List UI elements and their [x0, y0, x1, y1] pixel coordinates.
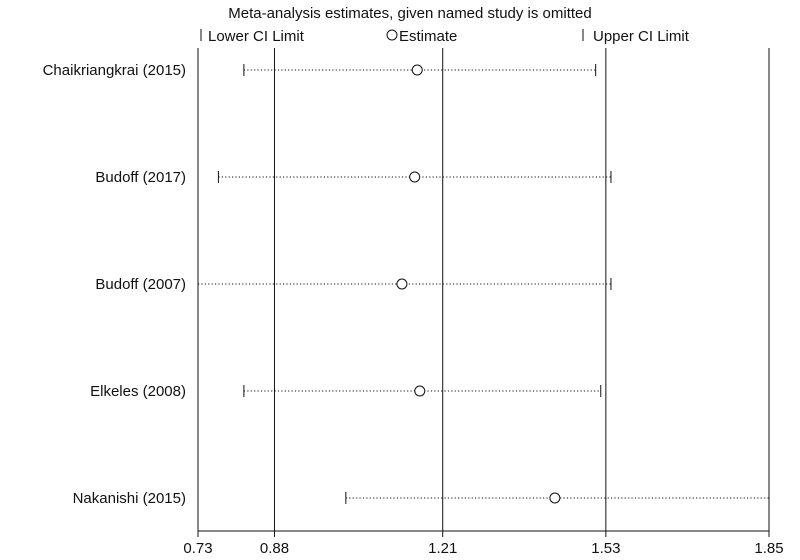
estimate-marker — [411, 64, 423, 76]
estimate-marker — [396, 278, 408, 290]
study-label: Budoff (2017) — [95, 169, 186, 186]
legend: Lower CI Limit Estimate Upper CI Limit — [200, 28, 690, 45]
estimate-marker — [549, 492, 561, 504]
study-rows: Chaikriangkrai (2015) Budoff (2017) Budoff… — [43, 62, 770, 507]
x-tick-label: 1.85 — [754, 540, 783, 557]
plot-area — [197, 48, 770, 531]
estimate-marker — [409, 171, 421, 183]
study-label: Elkeles (2008) — [90, 383, 186, 400]
estimate-marker — [414, 385, 426, 397]
study-label: Nakanishi (2015) — [73, 490, 186, 507]
legend-upper-label: Upper CI Limit — [593, 28, 690, 45]
x-tick-label: 0.88 — [260, 540, 289, 557]
legend-lower-label: Lower CI Limit — [208, 28, 305, 45]
x-tick-label: 0.73 — [183, 540, 212, 557]
x-tick-label: 1.21 — [428, 540, 457, 557]
x-tick-label: 1.53 — [591, 540, 620, 557]
x-axis: 0.73 0.88 1.21 1.53 1.85 — [183, 530, 784, 557]
legend-estimate-label: Estimate — [399, 28, 457, 45]
chart-title: Meta-analysis estimates, given named stu… — [228, 5, 592, 22]
legend-estimate-marker — [386, 29, 398, 41]
study-label: Chaikriangkrai (2015) — [43, 62, 186, 79]
study-label: Budoff (2007) — [95, 276, 186, 293]
